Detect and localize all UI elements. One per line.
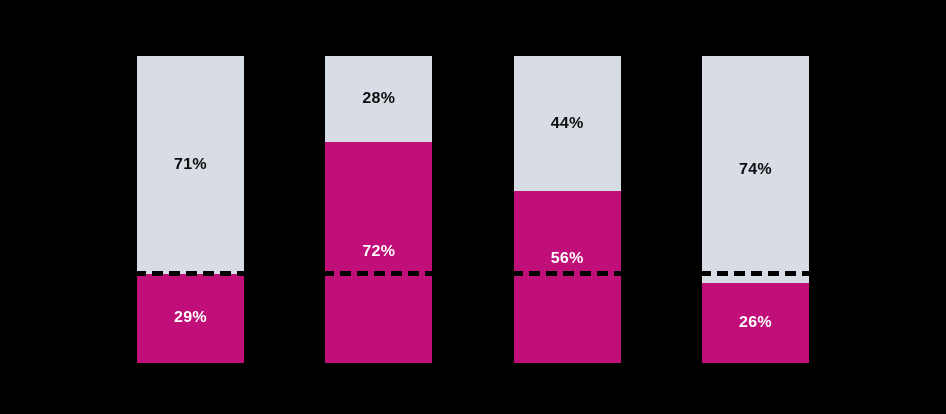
bar-column: 44% 56%	[511, 56, 623, 363]
bar-column: 71% 29%	[135, 56, 246, 363]
segment-value-label: 56%	[550, 250, 584, 268]
segment-value-label: 72%	[362, 243, 396, 261]
segment-value-label: 26%	[739, 314, 772, 332]
bar-segment-top: 71%	[137, 56, 244, 274]
bar-segment-bottom: 56%	[513, 191, 621, 363]
segment-value-label: 74%	[739, 160, 772, 178]
segment-value-label: 71%	[174, 155, 207, 173]
bar-segment-top: 28%	[325, 56, 433, 142]
segment-value-label: 29%	[174, 309, 207, 327]
bar-segment-top: 74%	[701, 56, 809, 284]
plot-area: 71% 29% 28% 72% 44% 56%	[135, 56, 811, 363]
bar-segment-bottom: 26%	[701, 283, 809, 363]
bar-segment-bottom: 72%	[325, 141, 433, 363]
bar-column: 28% 72%	[323, 56, 435, 363]
bar-column: 74% 26%	[699, 56, 811, 363]
segment-value-label: 44%	[550, 114, 584, 132]
bar-segment-top: 44%	[513, 56, 621, 192]
segment-value-label: 28%	[362, 89, 396, 107]
bar-segment-bottom: 29%	[137, 273, 244, 363]
